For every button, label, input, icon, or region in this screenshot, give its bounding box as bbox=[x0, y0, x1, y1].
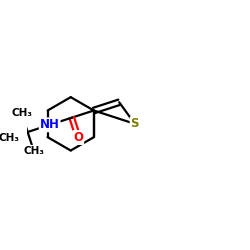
Text: CH₃: CH₃ bbox=[0, 133, 20, 143]
Text: S: S bbox=[130, 117, 139, 130]
Text: CH₃: CH₃ bbox=[11, 108, 32, 118]
Text: CH₃: CH₃ bbox=[23, 146, 44, 156]
Text: NH: NH bbox=[40, 118, 60, 131]
Text: O: O bbox=[73, 131, 83, 144]
